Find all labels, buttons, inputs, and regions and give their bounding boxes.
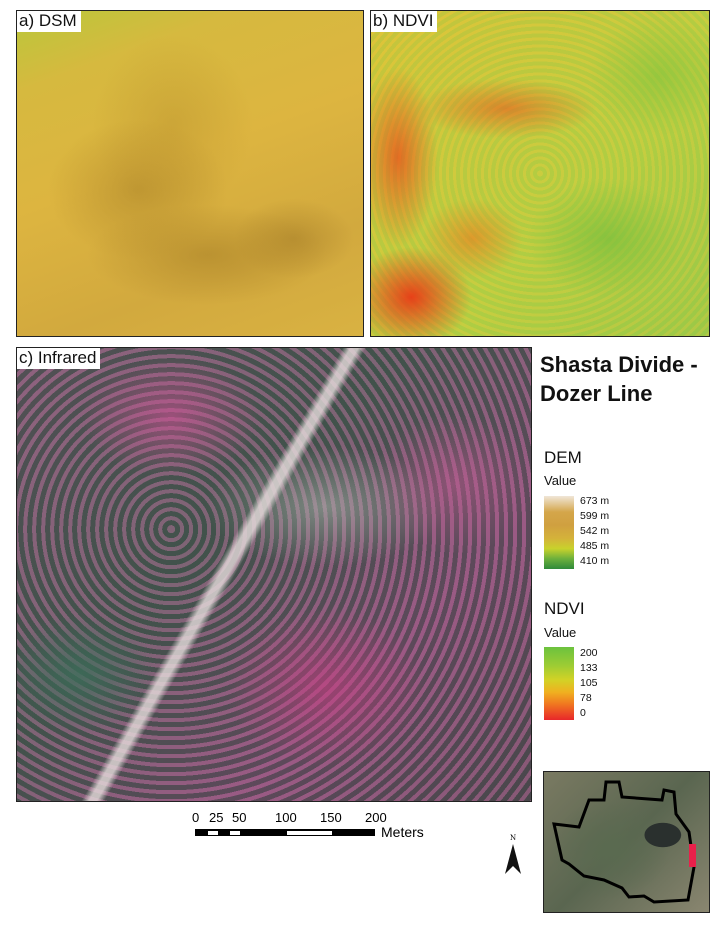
ndvi-tick: 105 (580, 677, 598, 689)
title-line-1: Shasta Divide - (540, 352, 698, 377)
ndvi-tick: 78 (580, 692, 592, 704)
dem-tick: 485 m (580, 540, 610, 552)
north-arrow: N (500, 834, 526, 880)
scale-tick: 0 (192, 810, 200, 825)
scale-tick: 25 (209, 810, 224, 825)
boundary-outline (552, 780, 696, 904)
scale-bar-segment (287, 831, 332, 835)
ndvi-panel-label: b) NDVI (371, 11, 438, 32)
study-area-marker (689, 844, 696, 867)
ndvi-tick: 133 (580, 662, 598, 674)
ndvi-tick: 0 (580, 707, 586, 719)
ndvi-panel: b) NDVI (370, 10, 710, 337)
dem-legend-title: DEM (544, 448, 582, 467)
ndvi-legend-subtitle: Value (544, 625, 577, 640)
title-line-2: Dozer Line (540, 381, 653, 406)
ndvi-color-ramp (544, 647, 574, 720)
dem-color-ramp (544, 496, 574, 569)
scale-tick: 150 (320, 810, 342, 825)
dem-tick: 599 m (580, 510, 610, 522)
dem-tick: 542 m (580, 525, 610, 537)
scale-tick: 100 (275, 810, 297, 825)
dem-legend-subtitle: Value (544, 473, 577, 488)
dem-tick: 673 m (580, 495, 610, 507)
scale-tick: 200 (365, 810, 387, 825)
scale-tick: 50 (232, 810, 247, 825)
ndvi-legend-title: NDVI (544, 599, 585, 618)
north-arrow-icon (505, 844, 521, 874)
dsm-panel-label: a) DSM (17, 11, 81, 32)
dsm-panel: a) DSM (16, 10, 364, 337)
north-label: N (509, 834, 517, 842)
scale-unit: Meters (381, 824, 424, 840)
infrared-panel: c) Infrared (16, 347, 532, 802)
scale-bar-segment (230, 831, 240, 835)
scale-bar (195, 829, 375, 836)
locator-inset-map (543, 771, 710, 913)
map-title: Shasta Divide - Dozer Line (540, 350, 698, 408)
scale-bar-segment (208, 831, 218, 835)
infrared-panel-label: c) Infrared (17, 348, 101, 369)
dem-tick: 410 m (580, 555, 610, 567)
ndvi-tick: 200 (580, 647, 598, 659)
